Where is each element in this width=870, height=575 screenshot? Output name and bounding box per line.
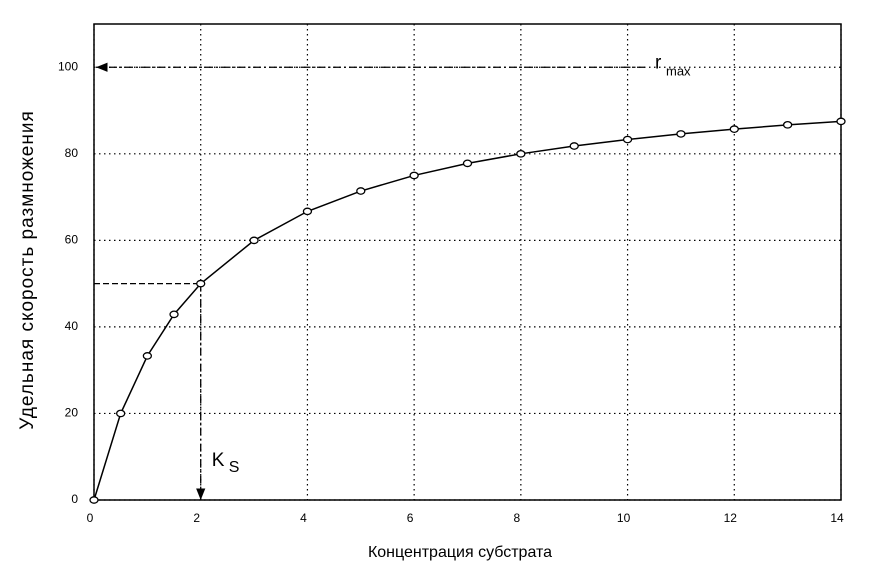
annotation-text: K: [212, 450, 225, 471]
data-point: [409, 171, 419, 180]
x-tick-label: 10: [617, 511, 631, 525]
data-point: [836, 117, 846, 126]
x-tick-label: 8: [514, 511, 521, 525]
x-tick-label: 6: [407, 511, 414, 525]
y-tick-label: 20: [65, 406, 79, 420]
y-tick-label: 60: [65, 233, 79, 247]
x-tick-label: 14: [830, 511, 844, 525]
plot-frame: [93, 23, 842, 501]
data-point: [89, 496, 99, 504]
data-point: [142, 352, 153, 360]
data-point: [516, 149, 526, 158]
data-point: [356, 187, 366, 195]
data-point: [676, 130, 686, 138]
annotation-text: r: [655, 52, 662, 73]
data-point: [569, 142, 579, 150]
y-tick-label: 80: [65, 146, 79, 160]
x-tick-label: 0: [87, 511, 94, 525]
data-point: [196, 279, 206, 288]
data-line: [93, 120, 842, 501]
data-point: [302, 207, 313, 216]
data-point: [462, 159, 473, 168]
annotation-subscript: max: [666, 64, 691, 79]
annotation-subscript: S: [229, 459, 240, 476]
y-axis-label: Удельная скорость размножения: [17, 110, 38, 430]
x-axis-label: Концентрация субстрата: [368, 544, 552, 561]
data-point: [169, 310, 179, 319]
x-tick-label: 12: [724, 511, 738, 525]
x-tick-label: 2: [193, 511, 200, 525]
data-point: [249, 236, 259, 245]
y-tick-label: 40: [65, 319, 79, 333]
data-point: [782, 120, 793, 129]
data-point: [622, 135, 633, 144]
y-tick-label: 0: [71, 492, 78, 506]
y-tick-label: 100: [58, 59, 78, 73]
x-tick-label: 4: [300, 511, 307, 525]
data-point: [729, 125, 739, 134]
data-point: [116, 409, 126, 418]
